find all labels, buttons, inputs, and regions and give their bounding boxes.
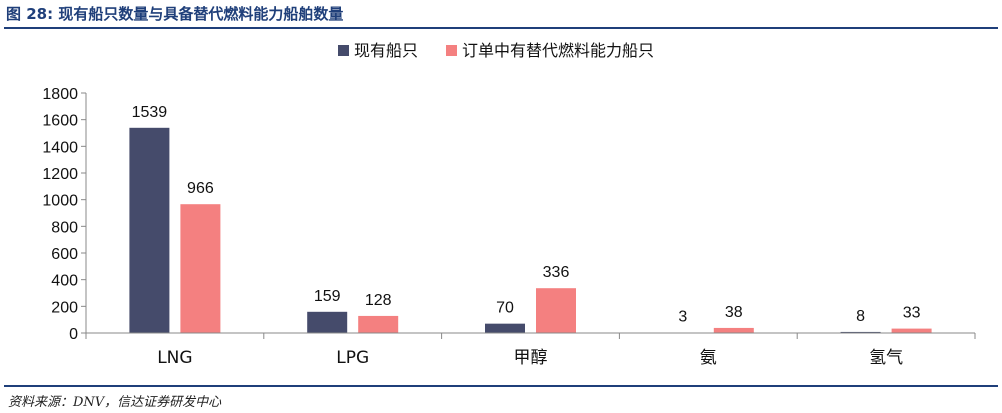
y-tick-label: 1000 (42, 193, 78, 210)
data-label: 8 (856, 308, 865, 325)
y-tick-label: 1800 (42, 86, 78, 103)
bar (358, 315, 399, 333)
legend: 现有船只 订单中有替代燃料能力船只 (338, 41, 654, 60)
x-tick-label: 甲醇 (514, 348, 548, 368)
data-label: 70 (496, 300, 514, 317)
legend-swatch (446, 45, 457, 56)
y-tick-label: 400 (51, 273, 78, 290)
y-tick-label: 800 (51, 219, 78, 236)
bar (485, 323, 525, 333)
top-rule (4, 27, 998, 29)
y-tick-label: 600 (51, 246, 78, 263)
bottom-rule (4, 385, 998, 387)
legend-label: 订单中有替代燃料能力船只 (462, 41, 654, 60)
x-tick-label: LNG (157, 348, 192, 368)
data-label: 1539 (132, 104, 168, 121)
chart: 现有船只 订单中有替代燃料能力船只 0 200 400 600 800 1000 1200 14… (42, 41, 976, 368)
y-tick-label: 1400 (42, 139, 78, 156)
y-tick-label: 1200 (42, 166, 78, 183)
legend-swatch (338, 45, 349, 56)
x-tick-label: LPG (336, 348, 369, 368)
data-label: 159 (314, 288, 341, 305)
bar (180, 204, 221, 333)
legend-label: 现有船只 (354, 41, 418, 60)
y-tick-label: 0 (69, 326, 78, 343)
data-label: 38 (725, 304, 743, 321)
bar (891, 328, 932, 333)
bar (840, 331, 881, 333)
bar (536, 288, 576, 333)
data-label: 336 (543, 264, 570, 281)
figure-title: 图 28: 现有船只数量与具备替代燃料能力船舶数量 (6, 5, 344, 23)
x-tick-label: 氨 (700, 348, 717, 368)
y-axis: 0 200 400 600 800 1000 1200 1400 1600 1800 (42, 86, 87, 343)
data-label: 3 (678, 309, 687, 326)
y-tick-label: 200 (51, 299, 78, 316)
bar (129, 127, 170, 333)
data-label: 128 (365, 292, 392, 309)
source-note: 资料来源：DNV，信达证券研发中心 (8, 395, 222, 410)
bar (307, 311, 348, 333)
data-label: 33 (903, 305, 921, 322)
x-axis: LNG LPG 甲醇 氨 氢气 (85, 332, 976, 368)
y-tick-label: 1600 (42, 113, 78, 130)
bar (713, 327, 754, 333)
data-label: 966 (187, 180, 214, 197)
x-tick-label: 氢气 (869, 348, 903, 368)
